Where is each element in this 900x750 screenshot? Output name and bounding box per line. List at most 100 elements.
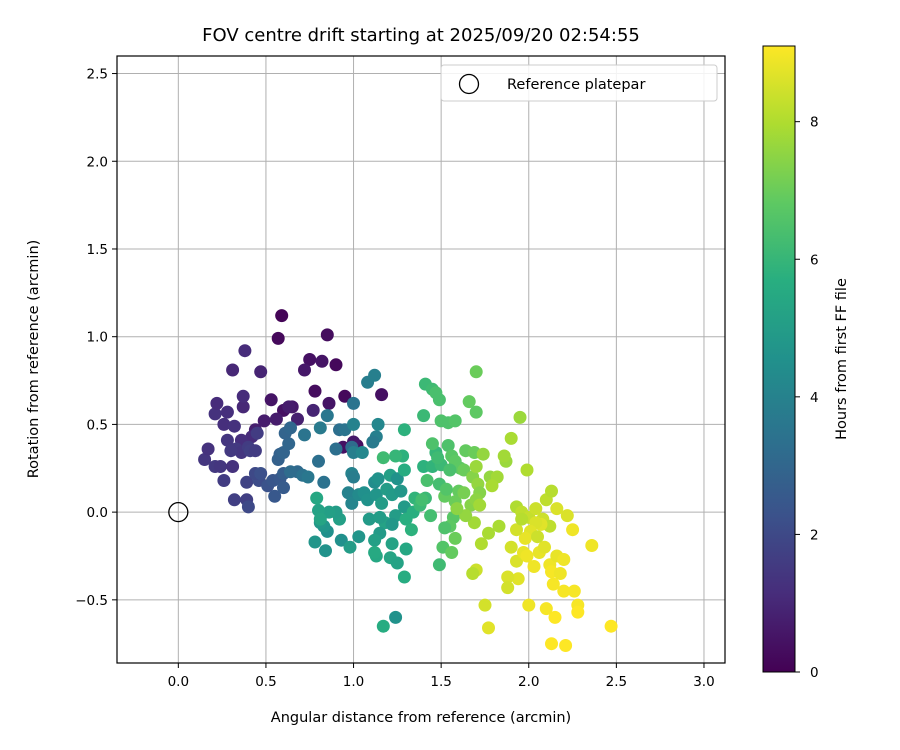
- data-point: [546, 577, 560, 591]
- data-point: [425, 437, 439, 451]
- data-point: [347, 396, 360, 410]
- data-point: [457, 463, 471, 477]
- x-tick-label: 2.0: [518, 674, 539, 690]
- data-point: [527, 560, 541, 573]
- data-point: [462, 395, 476, 409]
- grid-lines: [117, 56, 725, 663]
- data-point: [320, 328, 334, 342]
- data-point: [373, 510, 387, 524]
- y-tick-label: −0.5: [75, 593, 108, 609]
- data-point: [560, 509, 574, 523]
- data-point: [217, 417, 231, 431]
- x-axis: 0.0 0.5 1.0 1.5 2.0 2.5 3.0: [168, 663, 715, 690]
- data-point: [368, 546, 382, 559]
- data-point: [443, 463, 457, 477]
- data-point: [301, 470, 315, 484]
- x-axis-label: Angular distance from reference (arcmin): [271, 710, 571, 726]
- data-point: [375, 388, 389, 402]
- data-point: [466, 567, 480, 580]
- x-tick-label: 3.0: [693, 674, 714, 690]
- data-point: [345, 496, 359, 510]
- data-point: [515, 512, 529, 526]
- data-point: [417, 409, 431, 423]
- data-point: [404, 523, 418, 537]
- data-point: [271, 331, 285, 345]
- data-point: [201, 442, 215, 456]
- y-tick-label: 0.0: [87, 505, 108, 521]
- data-point: [473, 498, 487, 512]
- data-point: [269, 412, 283, 426]
- data-point: [545, 637, 558, 651]
- data-point: [492, 519, 506, 533]
- data-point: [241, 500, 255, 514]
- data-point: [284, 421, 297, 435]
- data-point: [459, 509, 473, 523]
- chart-title: FOV centre drift starting at 2025/09/20 …: [202, 25, 640, 46]
- data-point: [257, 414, 271, 428]
- data-point: [518, 531, 532, 545]
- data-point: [224, 444, 238, 458]
- data-point: [385, 517, 399, 531]
- y-tick-label: 2.5: [87, 67, 108, 83]
- data-point: [329, 442, 343, 456]
- data-point: [227, 419, 241, 433]
- data-point: [538, 540, 551, 554]
- data-point: [397, 463, 411, 477]
- data-point: [522, 598, 536, 612]
- data-point: [469, 365, 483, 379]
- data-point: [585, 539, 599, 552]
- data-point: [566, 523, 580, 537]
- data-point: [397, 570, 411, 584]
- data-point: [604, 619, 618, 633]
- data-point: [282, 437, 296, 451]
- data-point: [448, 531, 462, 545]
- colorbar-tick-label: 4: [810, 390, 819, 406]
- x-tick-label: 1.0: [343, 674, 364, 690]
- data-point: [220, 433, 234, 447]
- data-point: [482, 621, 495, 635]
- data-point: [482, 526, 495, 540]
- data-point: [213, 460, 227, 473]
- data-point: [355, 446, 369, 459]
- data-point: [389, 610, 403, 624]
- data-point: [366, 435, 380, 449]
- colorbar-tick-label: 0: [810, 665, 819, 681]
- data-point: [548, 610, 562, 624]
- data-point: [308, 535, 322, 549]
- data-point: [254, 467, 268, 480]
- data-point: [227, 493, 241, 507]
- data-point: [362, 512, 376, 526]
- data-point: [557, 584, 571, 598]
- data-point: [217, 474, 231, 487]
- data-point: [469, 460, 483, 473]
- data-point: [504, 540, 518, 554]
- legend: Reference platepar: [440, 64, 718, 102]
- x-tick-label: 2.5: [606, 674, 627, 690]
- colorbar-label: Hours from first FF file: [834, 278, 850, 440]
- plot-frame: [116, 55, 726, 664]
- data-point: [347, 417, 360, 431]
- data-point: [531, 530, 544, 544]
- legend-label: Reference platepar: [507, 77, 645, 93]
- data-point: [352, 530, 366, 544]
- y-tick-label: 1.0: [87, 330, 108, 346]
- legend-box: [440, 64, 718, 102]
- data-point: [284, 465, 297, 479]
- data-point: [198, 453, 212, 466]
- data-point: [553, 567, 567, 580]
- data-point: [545, 484, 558, 498]
- data-point: [236, 389, 250, 403]
- data-point: [415, 493, 429, 507]
- data-point: [529, 502, 543, 516]
- data-point: [424, 509, 438, 523]
- data-point: [420, 474, 434, 487]
- data-point: [399, 542, 413, 556]
- reference-platepar-marker: [168, 501, 189, 523]
- data-point: [264, 393, 278, 407]
- data-point: [557, 553, 571, 566]
- data-point: [298, 363, 311, 377]
- data-point: [226, 363, 240, 377]
- data-point: [329, 358, 343, 372]
- data-point: [389, 449, 403, 463]
